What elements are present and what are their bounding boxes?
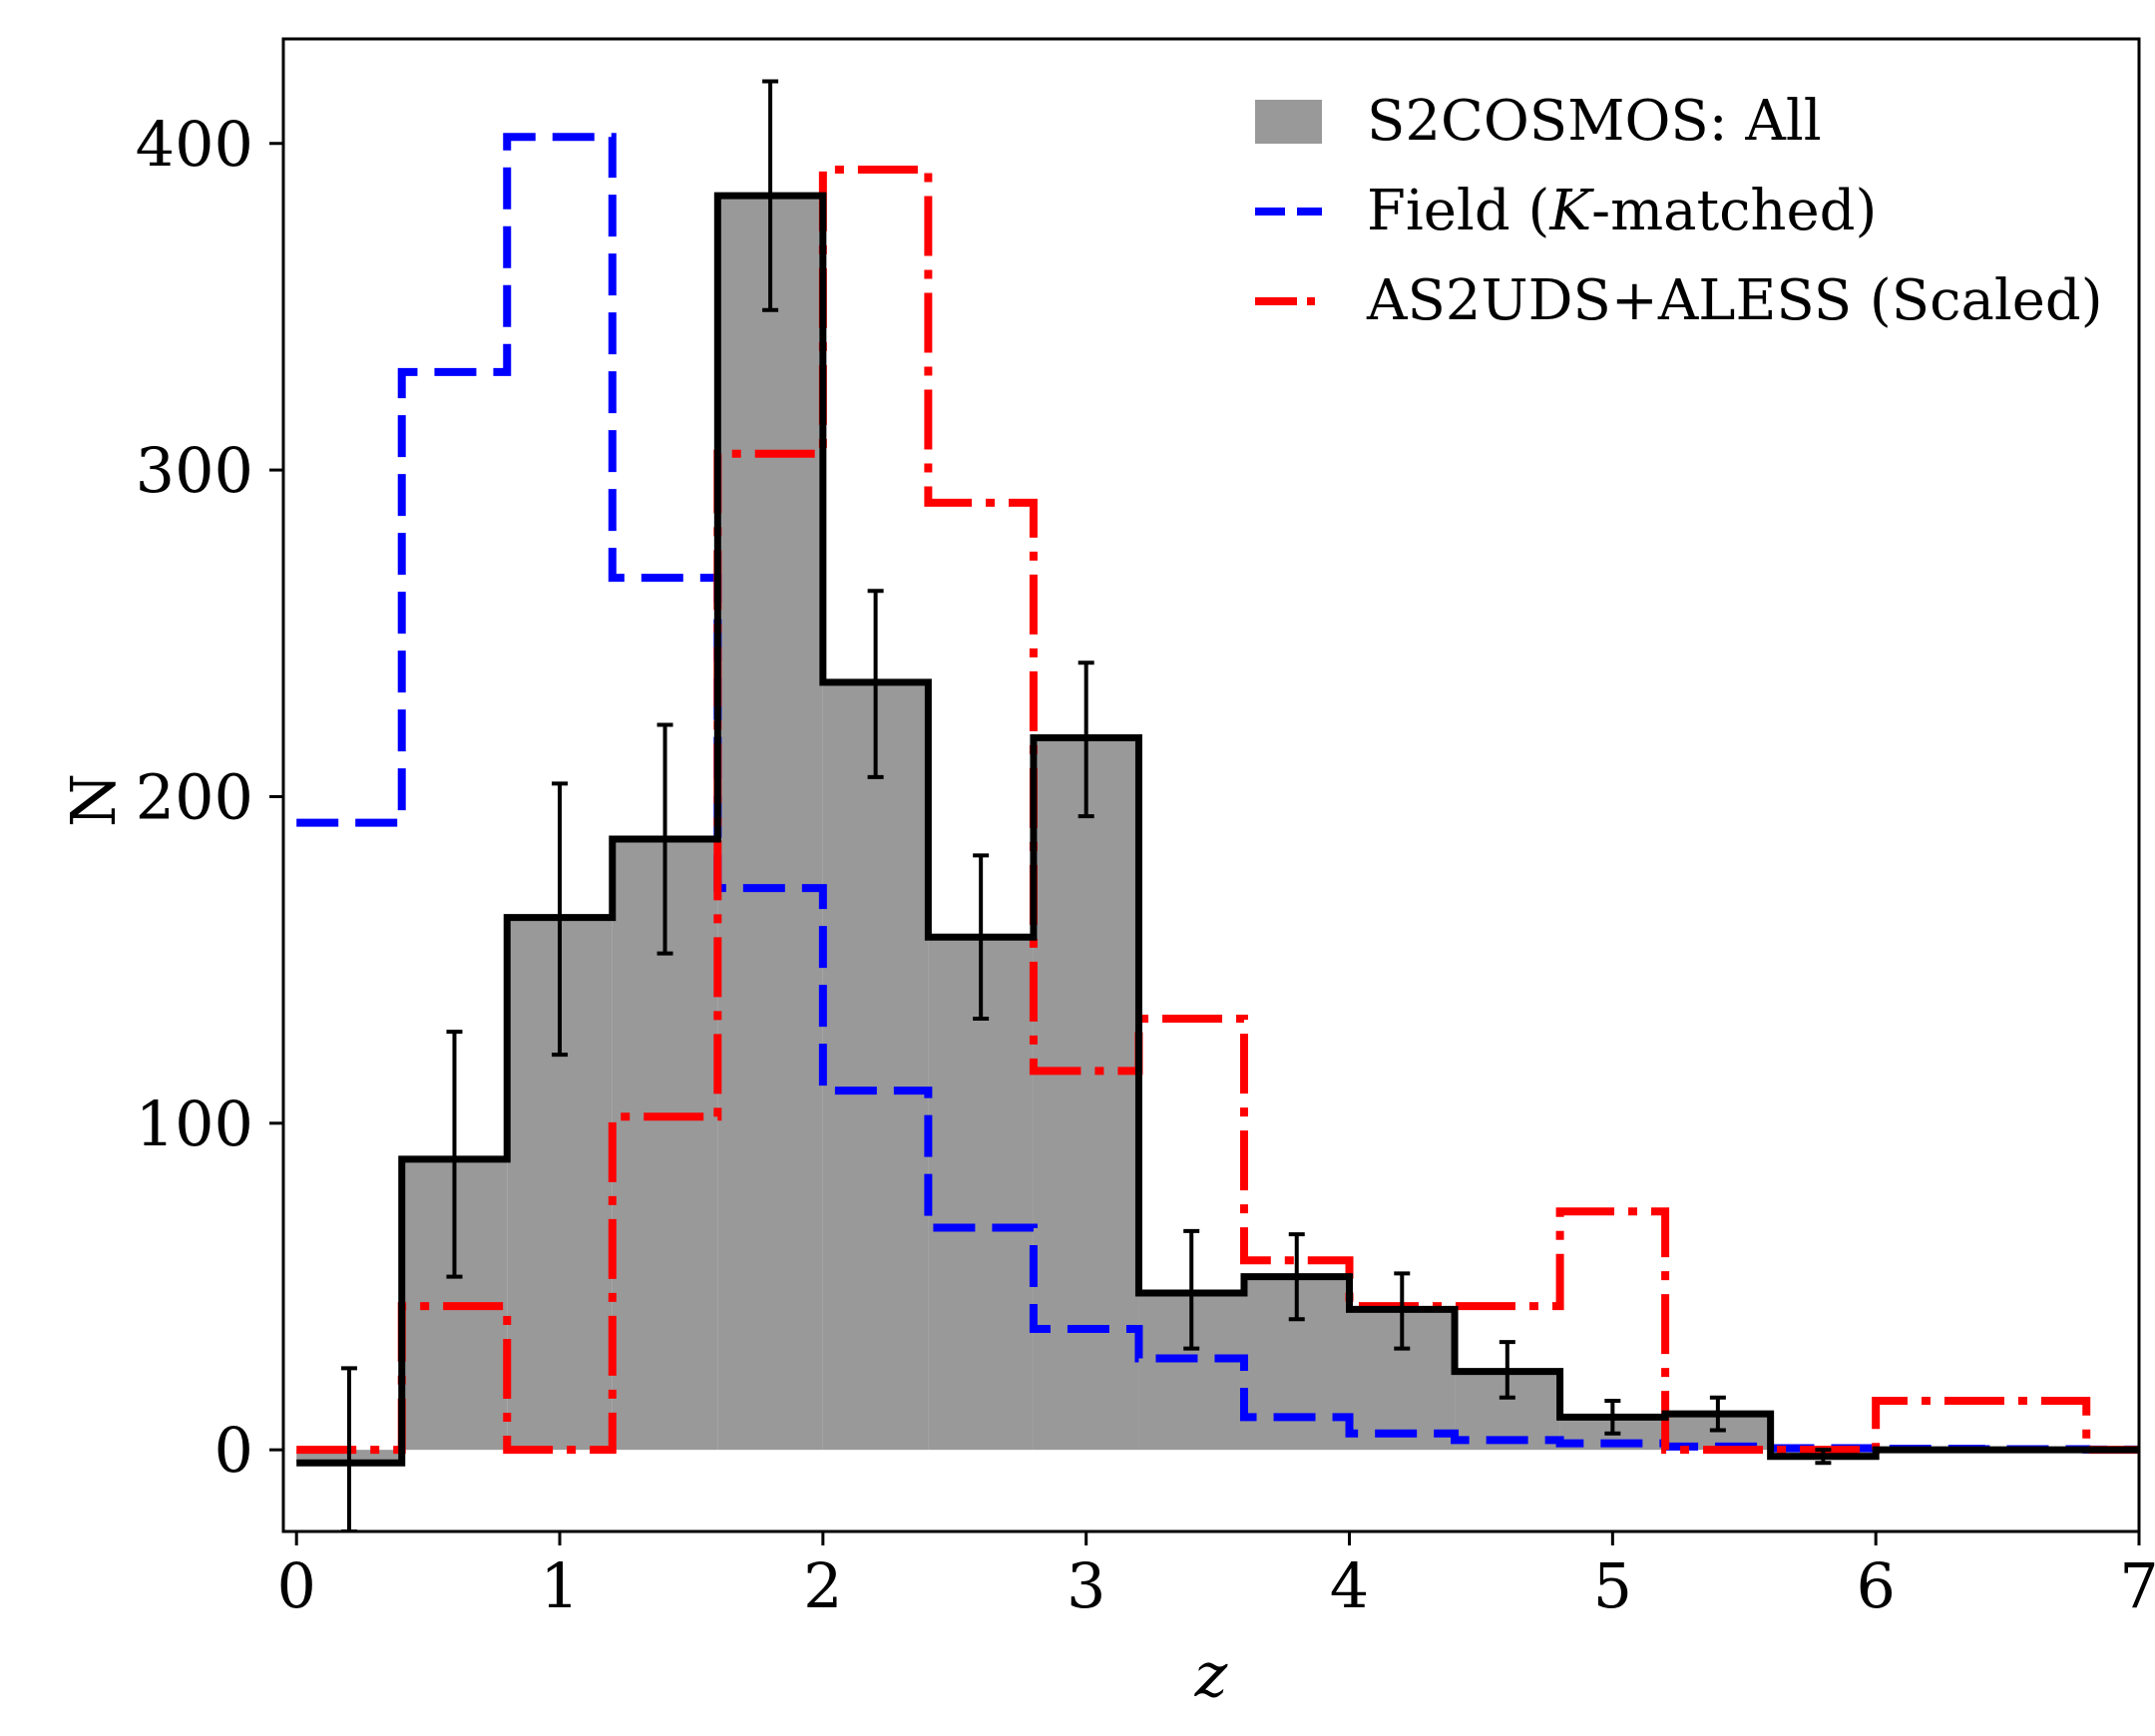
histogram-bar-fill [1033, 737, 1139, 1451]
x-tick-label: 3 [1067, 1549, 1105, 1622]
histogram-bar-fill [717, 196, 823, 1451]
x-tick-label: 6 [1856, 1549, 1895, 1622]
y-tick-label: 100 [136, 1087, 253, 1160]
x-tick-label: 0 [276, 1549, 315, 1622]
y-tick-label: 0 [215, 1414, 253, 1487]
legend-label-s2cosmos: S2COSMOS: All [1367, 89, 1822, 154]
as2uds-aless-step-line [296, 165, 2139, 1455]
legend-label-field-part: K [1548, 179, 1594, 243]
x-tick-label: 7 [2119, 1549, 2155, 1622]
x-tick-label: 4 [1330, 1549, 1369, 1622]
y-tick-label: 400 [136, 108, 253, 181]
legend-swatch-s2cosmos [1255, 100, 1322, 144]
legend-label-field-part: Field ( [1367, 179, 1549, 243]
y-tick-label: 300 [136, 434, 253, 507]
legend: S2COSMOS: All Field (K-matched) AS2UDS+ALE… [1255, 89, 2103, 333]
plot-frame [281, 37, 2141, 1533]
y-axis-label: N [57, 773, 130, 827]
legend-label-as2uds: AS2UDS+ALESS (Scaled) [1366, 268, 2103, 333]
y-tick-label: 200 [136, 760, 253, 833]
histogram-bar-fill [822, 681, 929, 1451]
x-tick-label: 5 [1593, 1549, 1632, 1622]
field-kmatched-step-line [296, 133, 2139, 1454]
plot-area [296, 79, 2139, 1531]
histogram-bar-fill [928, 937, 1034, 1451]
x-tick-label: 2 [803, 1549, 842, 1622]
x-tick-label: 1 [540, 1549, 579, 1622]
legend-label-field-part: -matched) [1591, 179, 1877, 243]
x-axis-label: z [1194, 1638, 1228, 1711]
legend-label-field: Field (K-matched) [1367, 179, 1877, 243]
